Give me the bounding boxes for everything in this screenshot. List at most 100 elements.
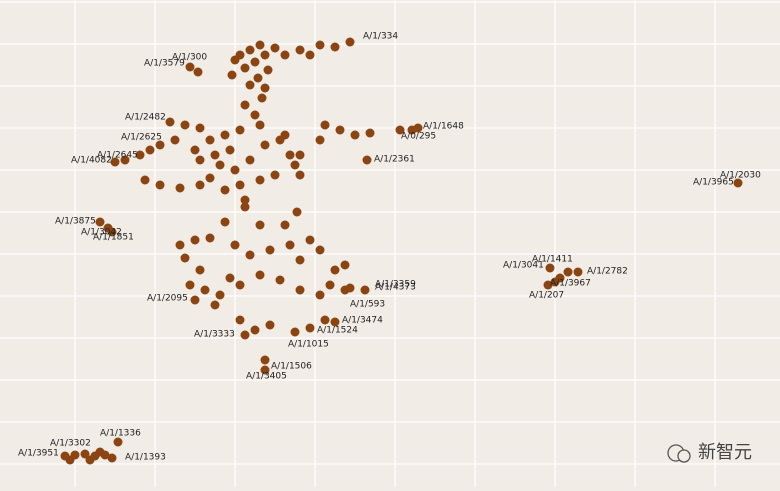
labels: A/1/334A/1/300A/1/3579A/1/2482A/1/1648A/…	[18, 32, 761, 463]
point-label: A/1/1648	[423, 122, 464, 132]
point	[245, 250, 255, 260]
point-label: A/1/1524	[317, 326, 358, 336]
point	[285, 150, 295, 160]
point-label: A/1/1851	[93, 233, 134, 243]
point	[395, 125, 405, 135]
point	[265, 245, 275, 255]
point-label: A/1/3302	[50, 439, 91, 449]
point	[315, 135, 325, 145]
point-label: A/1/2095	[147, 294, 188, 304]
point	[255, 40, 265, 50]
point-label: A/1/3333	[194, 330, 235, 340]
point	[215, 160, 225, 170]
point-label: A/1/1393	[125, 453, 166, 463]
point	[145, 145, 155, 155]
point	[175, 183, 185, 193]
point-label: A/1/4373	[375, 283, 416, 293]
point	[210, 150, 220, 160]
point	[413, 123, 423, 133]
point	[190, 235, 200, 245]
point	[360, 285, 370, 295]
point	[245, 155, 255, 165]
point	[205, 173, 215, 183]
point-label: A/1/3041	[503, 261, 544, 271]
point	[240, 100, 250, 110]
watermark: 新智元	[667, 442, 752, 463]
point	[110, 157, 120, 167]
point	[113, 437, 123, 447]
point	[245, 80, 255, 90]
point	[95, 217, 105, 227]
point	[195, 123, 205, 133]
point-label: A/1/3967	[550, 279, 591, 289]
point	[240, 202, 250, 212]
point	[285, 240, 295, 250]
point	[255, 220, 265, 230]
point	[320, 315, 330, 325]
point	[107, 227, 117, 237]
point	[365, 128, 375, 138]
point	[280, 130, 290, 140]
point	[350, 130, 360, 140]
point-label: A/1/2030	[720, 171, 761, 181]
point	[225, 145, 235, 155]
point-label: A/1/3951	[18, 449, 59, 459]
point	[295, 285, 305, 295]
point	[185, 62, 195, 72]
point	[260, 83, 270, 93]
point	[220, 130, 230, 140]
point	[227, 70, 237, 80]
point	[107, 453, 117, 463]
point	[250, 57, 260, 67]
point	[330, 265, 340, 275]
point-label: A/1/1336	[100, 429, 141, 439]
point	[295, 150, 305, 160]
point	[190, 295, 200, 305]
point	[195, 180, 205, 190]
point	[280, 50, 290, 60]
point	[295, 170, 305, 180]
point	[335, 125, 345, 135]
point	[265, 320, 275, 330]
point	[295, 255, 305, 265]
point	[362, 155, 372, 165]
point-label: A/1/2645	[97, 151, 138, 161]
point	[340, 260, 350, 270]
point	[225, 273, 235, 283]
point-label: A/1/3965	[693, 178, 734, 188]
point	[315, 40, 325, 50]
point	[85, 455, 95, 465]
point	[185, 280, 195, 290]
point	[180, 253, 190, 263]
point	[170, 135, 180, 145]
point-label: A/1/334	[363, 32, 398, 42]
point	[175, 240, 185, 250]
point	[65, 455, 75, 465]
point	[315, 245, 325, 255]
point	[305, 323, 315, 333]
points	[60, 37, 743, 465]
point	[345, 37, 355, 47]
point	[545, 263, 555, 273]
point	[230, 55, 240, 65]
point	[230, 165, 240, 175]
point-label: A/1/2782	[587, 267, 628, 277]
point	[195, 155, 205, 165]
point-label: A/1/4082	[71, 156, 112, 166]
point	[210, 300, 220, 310]
point	[240, 195, 250, 205]
point	[135, 150, 145, 160]
point	[305, 50, 315, 60]
point	[205, 233, 215, 243]
point	[315, 290, 325, 300]
point	[270, 43, 280, 53]
point-label: A/1/3359	[375, 280, 416, 290]
point	[235, 280, 245, 290]
point	[733, 178, 743, 188]
point	[215, 290, 225, 300]
point	[563, 267, 573, 277]
point	[165, 117, 175, 127]
point	[240, 330, 250, 340]
point-label: A/1/3474	[342, 316, 383, 326]
